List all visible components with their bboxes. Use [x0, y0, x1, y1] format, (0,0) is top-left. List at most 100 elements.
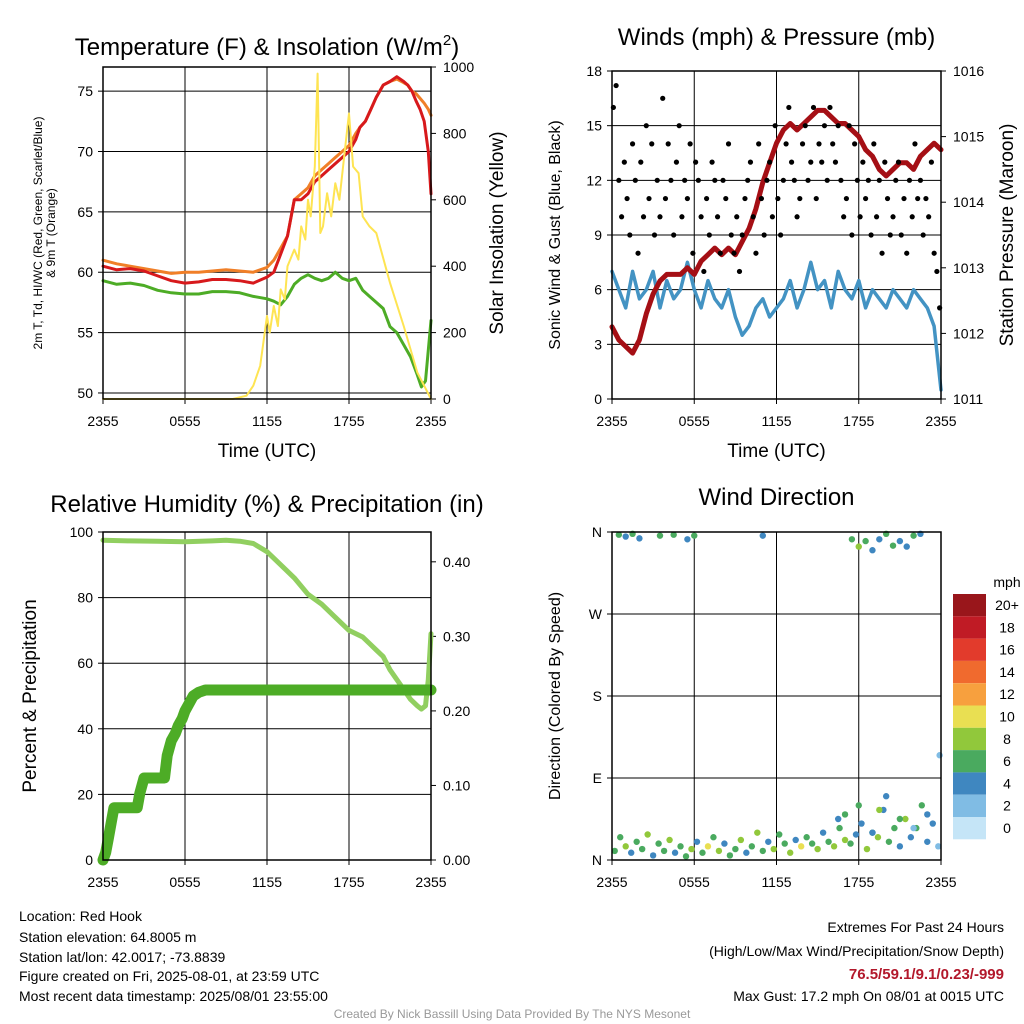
direction-point	[732, 845, 739, 853]
direction-point	[759, 532, 766, 539]
gust-point	[714, 214, 721, 220]
direction-point	[770, 845, 777, 853]
colorbar-swatch	[953, 705, 986, 728]
series-line-solar-insolation	[102, 72, 432, 400]
gust-point	[753, 250, 759, 256]
gust-point	[671, 232, 677, 238]
direction-point	[830, 843, 838, 850]
gust-point	[865, 177, 871, 183]
y-axis-label: Direction (Colored By Speed)	[547, 592, 564, 800]
gust-point	[895, 159, 902, 165]
y-tick-label: 75	[77, 83, 93, 99]
y2-tick-label: 1014	[953, 194, 984, 210]
direction-point	[841, 811, 849, 818]
x-tick-label: 2355	[925, 413, 956, 429]
gust-point	[912, 141, 918, 147]
gust-point	[832, 159, 839, 165]
y-axis-label: 2m T, Td, HI/WC (Red, Green, Scarlet/Blu…	[31, 117, 58, 350]
direction-point	[885, 838, 893, 845]
y2-tick-label: 0.40	[443, 554, 470, 570]
direction-point	[808, 840, 816, 847]
y-tick-label: 15	[586, 118, 602, 134]
direction-point	[852, 831, 860, 838]
direction-point	[671, 849, 679, 856]
direction-point	[759, 847, 766, 855]
series-line-sonic-wind	[610, 260, 943, 392]
gust-point	[827, 104, 833, 111]
gust-point	[797, 195, 803, 202]
gust-point	[750, 214, 756, 220]
gust-point	[731, 250, 737, 256]
gust-point	[703, 195, 710, 202]
gust-point	[876, 177, 882, 183]
gust-point	[879, 250, 885, 256]
gust-point	[805, 177, 811, 183]
direction-point	[896, 537, 904, 545]
y-tick-label: 0	[85, 852, 93, 868]
direction-point	[627, 849, 635, 856]
gust-point	[725, 141, 732, 147]
direction-point	[869, 547, 876, 554]
x-tick-label: 2355	[87, 874, 118, 890]
gust-point	[629, 141, 636, 147]
direction-point	[825, 838, 832, 845]
direction-point	[876, 536, 883, 543]
direction-point	[848, 536, 856, 543]
direction-point	[715, 847, 723, 855]
gust-point	[635, 250, 641, 256]
direction-point	[841, 836, 849, 844]
direction-point	[737, 836, 745, 844]
plot-frame	[102, 66, 432, 400]
direction-point	[638, 845, 646, 853]
direction-point	[858, 820, 865, 827]
gust-point	[816, 141, 822, 147]
y-axis-label: Sonic Wind & Gust (Blue, Black)	[547, 120, 564, 349]
direction-point	[617, 834, 624, 841]
x-axis-label: Time (UTC)	[727, 441, 826, 462]
chart-title: Wind Direction	[698, 484, 854, 511]
gust-point	[660, 95, 666, 101]
gust-point	[909, 214, 915, 220]
direction-point	[776, 831, 783, 838]
x-tick-label: 1755	[333, 413, 364, 429]
gust-point	[709, 159, 715, 165]
x-tick-label: 0555	[679, 874, 710, 890]
gust-point	[618, 214, 625, 220]
direction-point	[834, 815, 842, 823]
series-line-td	[101, 270, 433, 389]
y-tick-label: 80	[77, 590, 93, 606]
gust-point	[651, 232, 658, 238]
direction-point	[924, 838, 931, 845]
series-line-2m-t	[101, 75, 433, 285]
gust-point	[928, 159, 935, 165]
gust-point	[734, 214, 740, 220]
direction-point	[855, 543, 862, 550]
direction-point	[896, 843, 904, 850]
gust-point	[931, 250, 937, 256]
y2-tick-label: 1015	[953, 129, 984, 145]
direction-point	[677, 843, 684, 850]
gust-point	[898, 232, 904, 238]
direction-point	[693, 838, 701, 845]
x-tick-label: 2355	[925, 874, 956, 890]
y2-tick-label: 1016	[953, 63, 984, 79]
gust-point	[638, 159, 644, 165]
info-created: Figure created on Fri, 2025-08-01, at 23…	[19, 968, 320, 984]
direction-point	[636, 535, 643, 542]
gust-point	[627, 232, 633, 238]
gust-point	[717, 250, 723, 256]
y-tick-label: 55	[77, 325, 93, 341]
gust-point	[791, 177, 797, 183]
y2-axis-label: Solar Insolation (Yellow)	[487, 131, 508, 334]
x-tick-label: 1155	[761, 874, 791, 890]
direction-point	[684, 536, 691, 543]
colorbar-swatch	[953, 727, 986, 751]
gust-point	[857, 214, 863, 220]
direction-point	[902, 815, 909, 823]
gust-point	[860, 159, 866, 165]
y2-tick-label: 200	[443, 325, 467, 341]
direction-point	[748, 843, 756, 850]
direction-point	[869, 829, 876, 836]
gust-point	[871, 141, 877, 147]
direction-point	[924, 811, 931, 818]
